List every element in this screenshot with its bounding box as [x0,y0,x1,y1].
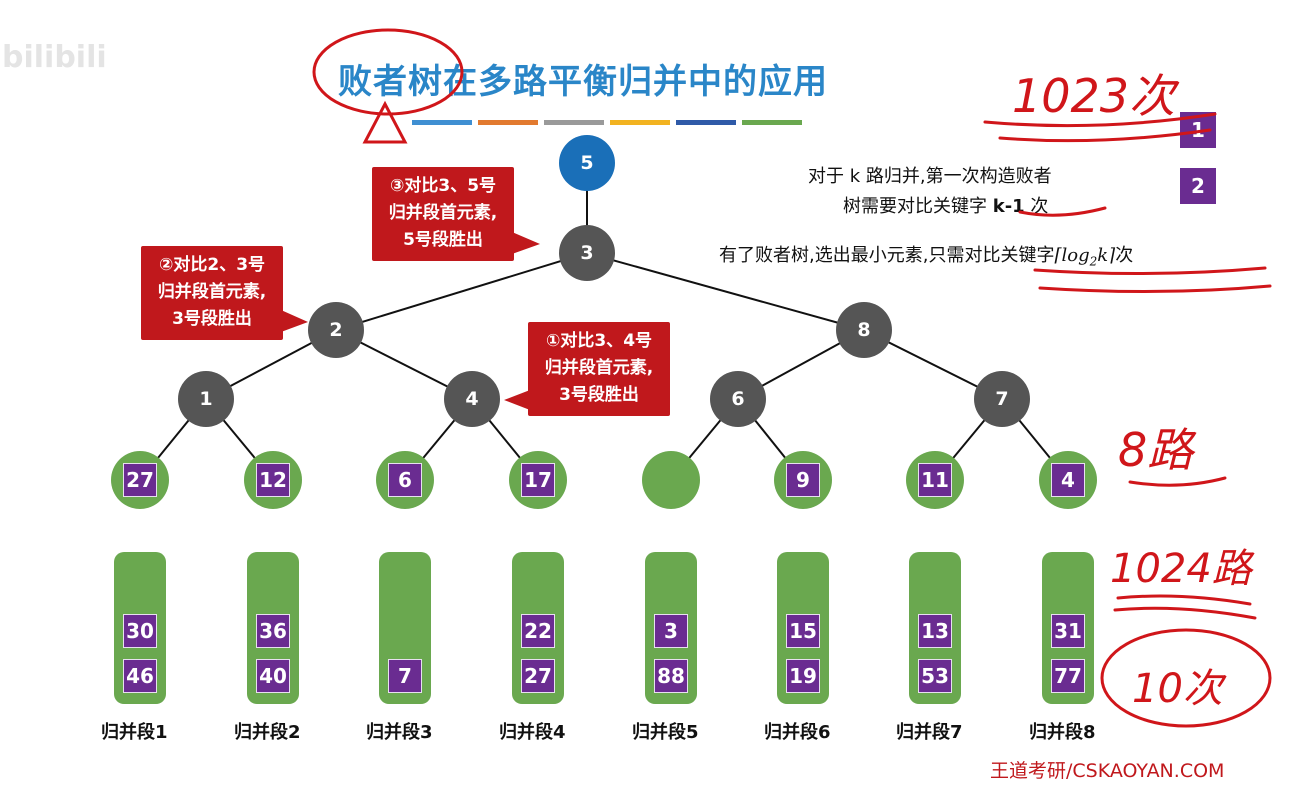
color-bar [478,120,538,125]
title-circle [312,28,464,116]
note-line-1: 对于 k 路归并,第一次构造败者 [808,166,1052,187]
legend-box: 2 [1180,168,1216,204]
underline [1033,266,1267,276]
underline [1113,606,1257,620]
underline [1038,284,1272,294]
callout-step2: ②对比2、3号 归并段首元素, 3号段胜出 [141,246,283,340]
segment-label: 归并段7 [896,722,963,743]
underline [1128,476,1227,487]
tree-node: 6 [710,371,766,427]
segment-value: 40 [256,659,290,693]
tree-node: 2 [308,302,364,358]
note-text: 有了败者树,选出最小元素,只需对比关键字 [719,245,1055,266]
segment-value: 22 [521,614,555,648]
segment-value: 30 [123,614,157,648]
formula-log: log [1061,245,1090,266]
bilibili-watermark: bilibili [2,40,107,75]
callout-line: ②对比2、3号 [158,255,266,275]
segment-value: 3 [654,614,688,648]
color-bar [610,120,670,125]
answer-circle [1100,628,1272,728]
callout-line: ③对比3、5号 [389,176,497,196]
callout-step1: ①对比3、4号 归并段首元素, 3号段胜出 [528,322,670,416]
edge [335,252,588,331]
segment-value: 31 [1051,614,1085,648]
callout-line: 3号段胜出 [172,309,252,329]
color-bar [742,120,802,125]
segment-label: 归并段6 [764,722,831,743]
leaf-value: 17 [521,463,555,497]
color-bar [544,120,604,125]
page-title: 败者树在多路平衡归并中的应用 [338,62,828,102]
handwritten-1024-way: 1024路 [1110,546,1255,592]
segment-label: 归并段1 [101,722,168,743]
brand-footer: 王道考研/CSKAOYAN.COM [990,760,1225,782]
callout-pointer [512,232,540,254]
note-text: 树需要对比关键字 [843,196,993,217]
formula-k: k [1097,245,1109,266]
callout-line: 归并段首元素, [388,203,498,223]
underline [1116,594,1252,606]
segment-value: 19 [786,659,820,693]
segment-value: 27 [521,659,555,693]
callout-line: 3号段胜出 [559,385,639,405]
segment-value: 53 [918,659,952,693]
note-text: 次 [1024,196,1049,217]
color-bar [676,120,736,125]
segment-label: 归并段5 [632,722,699,743]
formula-sub: 2 [1089,254,1098,269]
note-text: 次 [1115,245,1134,266]
note-k-minus-1: k-1 [992,196,1025,217]
callout-line: 归并段首元素, [157,282,267,302]
segment-value: 13 [918,614,952,648]
underline [1018,206,1107,217]
leaf-value: 27 [123,463,157,497]
underline [983,112,1217,128]
callout-line: 5号段胜出 [403,230,483,250]
callout-pointer [504,390,530,410]
underline [998,128,1212,143]
leaf-value: 9 [786,463,820,497]
callout-line: 归并段首元素, [544,358,654,378]
callout-pointer [281,310,308,332]
leaf-value: 6 [388,463,422,497]
tree-node: 4 [444,371,500,427]
handwritten-1023: 1023次 [1012,69,1180,123]
tree-node: 7 [974,371,1030,427]
leaf-value: 11 [918,463,952,497]
segment-label: 归并段2 [234,722,301,743]
triangle-mark [362,100,408,144]
handwritten-8-way: 8路 [1118,423,1197,477]
callout-step3: ③对比3、5号 归并段首元素, 5号段胜出 [372,167,514,261]
tree-node: 1 [178,371,234,427]
segment-value: 36 [256,614,290,648]
segment-label: 归并段4 [499,722,566,743]
callout-line: ①对比3、4号 [545,331,653,351]
tree-root-node: 5 [559,135,615,191]
tree-node: 3 [559,225,615,281]
color-bar [412,120,472,125]
segment-value: 15 [786,614,820,648]
leaf-node-empty [642,451,700,509]
segment-value: 7 [388,659,422,693]
leaf-value: 12 [256,463,290,497]
ceil-formula: ⌈log2k⌉ [1054,245,1116,269]
leaf-value: 4 [1051,463,1085,497]
segment-value: 88 [654,659,688,693]
segment-label: 归并段3 [366,722,433,743]
note-line-3: 有了败者树,选出最小元素,只需对比关键字⌈log2k⌉次 [719,241,1133,269]
note-line-2: 树需要对比关键字 k-1 次 [843,192,1048,218]
edge [586,252,865,331]
tree-node: 8 [836,302,892,358]
handwritten-10: 10次 [1132,666,1227,712]
segment-value: 77 [1051,659,1085,693]
segment-value: 46 [123,659,157,693]
segment-label: 归并段8 [1029,722,1096,743]
